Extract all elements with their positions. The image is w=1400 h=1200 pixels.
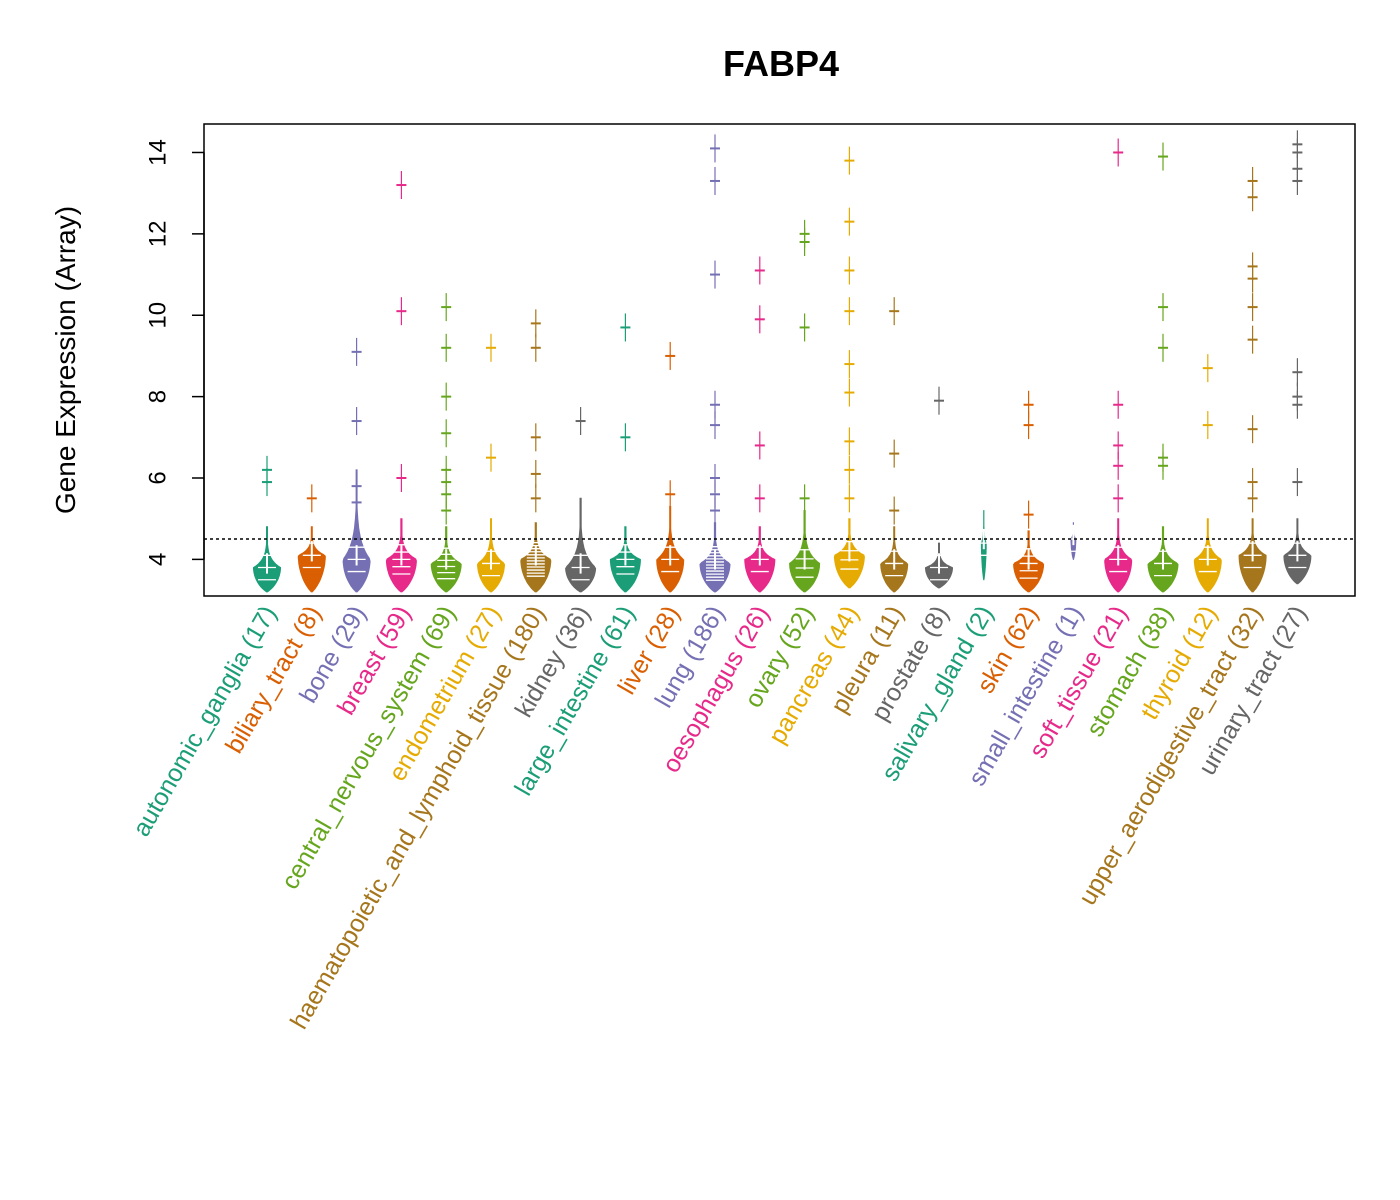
violin-liver: [656, 341, 685, 593]
violins-group: [253, 130, 1312, 593]
y-tick-label: 14: [145, 139, 172, 166]
y-tick-label: 10: [145, 302, 172, 329]
violin-biliary-tract: [297, 484, 326, 593]
violin-autonomic-ganglia: [253, 455, 281, 593]
violin-prostate: [925, 386, 953, 589]
violin-upper-aerodigestive-tract: [1238, 166, 1267, 593]
violin-small-intestine: [1064, 522, 1083, 560]
violin-pleura: [880, 297, 909, 593]
violin-pancreas: [833, 146, 865, 589]
violin-haematopoietic-and-lymphoid-tissue: [520, 309, 552, 593]
violin-large-intestine: [609, 313, 641, 593]
violin-body: [565, 497, 597, 593]
violin-stomach: [1147, 142, 1179, 593]
violin-bone: [342, 337, 371, 593]
violin-lung: [699, 134, 731, 593]
violin-urinary-tract: [1283, 130, 1312, 585]
violin-central-nervous-system: [430, 293, 462, 593]
violin-body: [342, 469, 371, 593]
violin-skin: [1013, 390, 1045, 593]
violin-kidney: [565, 407, 597, 593]
violin-thyroid: [1193, 354, 1222, 593]
plot-frame: [203, 123, 1356, 597]
violin-oesophagus: [744, 256, 776, 593]
violin-ovary: [789, 219, 821, 593]
y-axis: 4 6 8 10 12 14: [145, 139, 205, 566]
violin-endometrium: [476, 333, 506, 593]
y-tick-label: 6: [145, 471, 172, 484]
y-tick-label: 12: [145, 221, 172, 248]
violin-salivary-gland: [974, 510, 993, 581]
y-axis-label: Gene Expression (Array): [50, 206, 81, 514]
chart-title: FABP4: [723, 43, 839, 84]
x-axis-labels: autonomic_ganglia (17)biliary_tract (8)b…: [127, 601, 1312, 1034]
y-tick-label: 8: [145, 390, 172, 403]
violin-breast: [385, 171, 417, 593]
violin-soft-tissue: [1104, 138, 1133, 593]
y-tick-label: 4: [145, 553, 172, 566]
